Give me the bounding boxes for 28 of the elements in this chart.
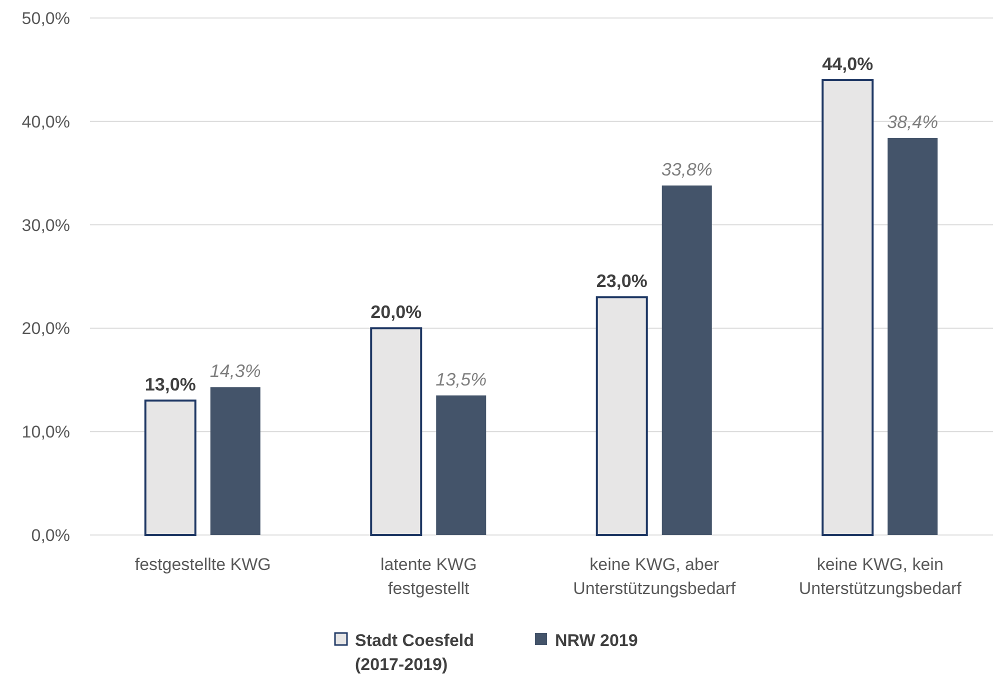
data-label: 44,0% [822,54,874,74]
x-tick-label: latente KWG festgestellt [380,555,477,598]
y-tick-label: 30,0% [22,216,70,235]
data-label: 13,5% [436,369,487,390]
legend-label: NRW 2019 [555,630,638,650]
bar [370,327,422,536]
x-tick-label: festgestellte KWG [134,555,271,574]
legend-label: Stadt Coesfeld (2017-2019) [355,630,474,674]
bar [822,79,874,536]
x-tick-label: keine KWG, aber Unterstützungsbedarf [573,555,736,598]
data-label: 23,0% [596,271,648,292]
data-label: 20,0% [370,302,422,322]
data-label: 33,8% [661,160,712,180]
y-tick-label: 20,0% [22,319,70,338]
y-tick-label: 10,0% [22,422,70,442]
y-tick-label: 0,0% [31,526,70,545]
y-tick-label: 40,0% [22,112,70,132]
data-label: 38,4% [887,112,938,132]
bar [210,387,260,535]
y-tick-label: 50,0% [22,8,70,28]
data-label: 13,0% [144,374,196,395]
x-tick-label: keine KWG, kein Unterstützungsbedarf [798,555,962,598]
data-label: 14,3% [210,361,261,382]
bar [144,400,196,536]
bar [662,186,712,535]
bar [436,395,486,535]
bar [596,296,648,536]
bar [888,138,938,535]
